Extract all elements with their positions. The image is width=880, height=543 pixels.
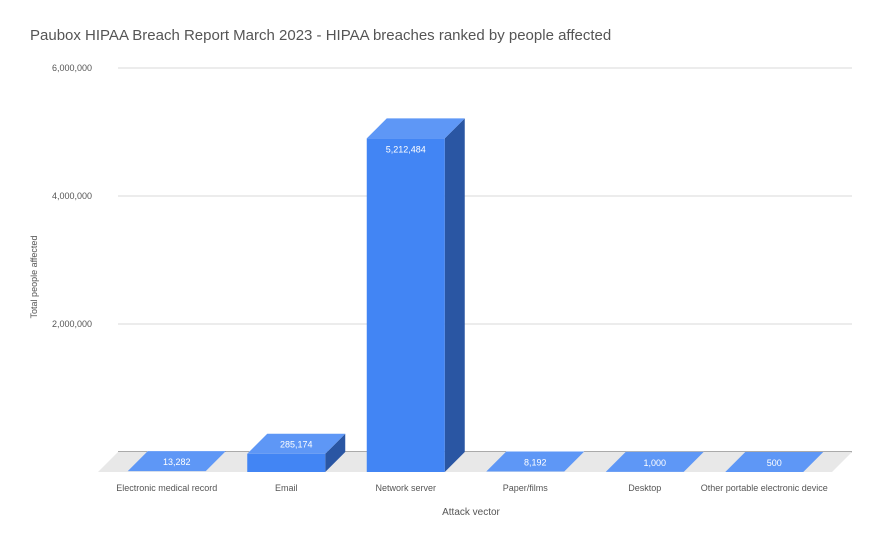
bar-value-label: 13,282	[163, 457, 191, 467]
bar-top	[486, 451, 585, 472]
bar-front	[247, 453, 326, 472]
bar	[247, 433, 346, 472]
bar-top	[605, 451, 704, 472]
y-axis-title: Total people affected	[29, 236, 39, 319]
chart-title: Paubox HIPAA Breach Report March 2023 - …	[30, 27, 612, 44]
bar-side	[325, 433, 346, 472]
bar-front	[366, 138, 445, 472]
x-tick-label: Other portable electronic device	[701, 483, 828, 493]
bar-top	[247, 433, 346, 454]
bar	[366, 118, 465, 472]
x-tick-label: Electronic medical record	[116, 483, 217, 493]
bar-top	[366, 118, 465, 139]
bar-value-label: 285,174	[280, 440, 313, 450]
x-tick-label: Desktop	[628, 483, 661, 493]
y-tick-label: 6,000,000	[52, 63, 92, 73]
bar	[486, 451, 585, 472]
bar-value-label: 5,212,484	[386, 144, 426, 154]
x-tick-label: Network server	[375, 483, 436, 493]
bar-side	[444, 118, 465, 472]
bar	[127, 451, 226, 472]
x-tick-label: Paper/films	[503, 483, 549, 493]
gridlines	[118, 67, 852, 453]
y-tick-label: 2,000,000	[52, 319, 92, 329]
x-axis-title: Attack vector	[442, 507, 500, 518]
x-tick-label: Email	[275, 483, 298, 493]
bar-top	[725, 451, 824, 472]
bar	[605, 451, 704, 472]
bar-value-label: 1,000	[643, 458, 666, 468]
bar-top	[127, 451, 226, 472]
bar-value-label: 8,192	[524, 457, 547, 467]
bar	[725, 451, 824, 472]
y-tick-label: 4,000,000	[52, 191, 92, 201]
bars	[127, 118, 824, 472]
bar-value-label: 500	[767, 458, 782, 468]
labels: 2,000,000 4,000,000 6,000,000 13,282 Electro…	[52, 63, 828, 493]
